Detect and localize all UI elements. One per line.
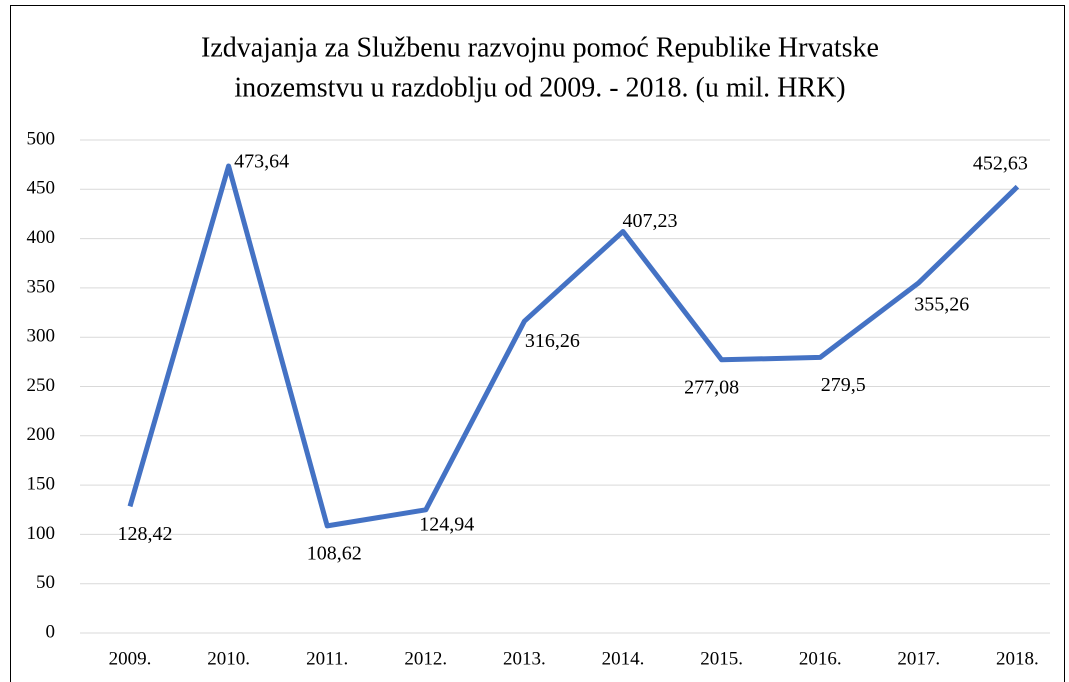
data-label: 316,26	[525, 330, 580, 352]
data-label: 277,08	[684, 376, 739, 398]
x-tick-label: 2016.	[799, 648, 842, 669]
y-tick-label: 400	[27, 227, 56, 248]
y-tick-label: 150	[27, 473, 56, 494]
x-tick-label: 2013.	[503, 648, 546, 669]
data-label: 452,63	[973, 152, 1028, 174]
x-tick-label: 2009.	[109, 648, 152, 669]
chart-title: inozemstvu u razdoblju od 2009. - 2018. …	[234, 72, 845, 103]
y-tick-label: 100	[27, 523, 56, 544]
x-tick-label: 2014.	[602, 648, 645, 669]
data-label: 124,94	[419, 513, 474, 535]
x-tick-label: 2015.	[700, 648, 743, 669]
y-tick-label: 450	[27, 178, 56, 199]
x-tick-label: 2011.	[306, 648, 348, 669]
x-tick-label: 2010.	[207, 648, 250, 669]
y-tick-label: 250	[27, 375, 56, 396]
y-tick-label: 500	[27, 128, 56, 149]
x-tick-label: 2012.	[404, 648, 447, 669]
data-label: 407,23	[623, 210, 678, 232]
data-label: 355,26	[914, 293, 969, 315]
data-label: 128,42	[118, 523, 173, 545]
data-label: 279,5	[821, 374, 866, 396]
x-tick-label: 2017.	[897, 648, 940, 669]
chart-title: Izdvajanja za Službenu razvojnu pomoć Re…	[201, 32, 879, 63]
y-tick-label: 300	[27, 326, 56, 347]
y-tick-label: 200	[27, 424, 56, 445]
y-tick-label: 350	[27, 276, 56, 297]
chart-border	[10, 5, 1065, 682]
y-tick-label: 0	[46, 621, 56, 642]
data-label: 108,62	[307, 542, 362, 564]
data-label: 473,64	[234, 151, 289, 173]
y-tick-label: 50	[36, 572, 55, 593]
x-tick-label: 2018.	[996, 648, 1039, 669]
data-line	[127, 163, 1020, 529]
